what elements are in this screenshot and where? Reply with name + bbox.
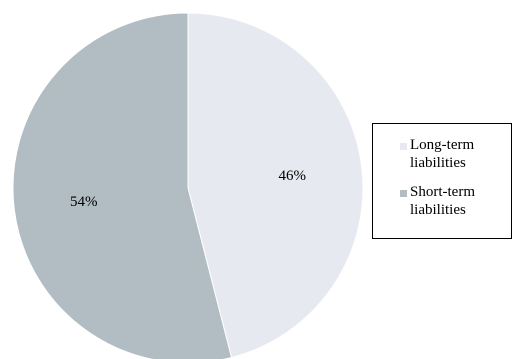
legend-item-long-term: Long-term liabilities [400,136,511,172]
legend-label-short-term: Short-term liabilities [410,184,475,218]
legend-item-short-term: Short-term liabilities [400,183,511,219]
legend-label-long-term: Long-term liabilities [410,137,475,171]
legend-swatch-long-term [400,143,407,150]
pie-slice-long-term [187,12,364,359]
pie-slice-labels: 46% 54% [70,168,306,210]
data-label-long-term: 46% [278,168,306,184]
legend-swatch-short-term [400,190,407,197]
pie-slice-short-term [12,12,233,359]
data-label-short-term: 54% [70,194,98,210]
chart-legend: Long-term liabilities Short-term liabili… [372,123,512,239]
pie-slices [12,12,364,359]
